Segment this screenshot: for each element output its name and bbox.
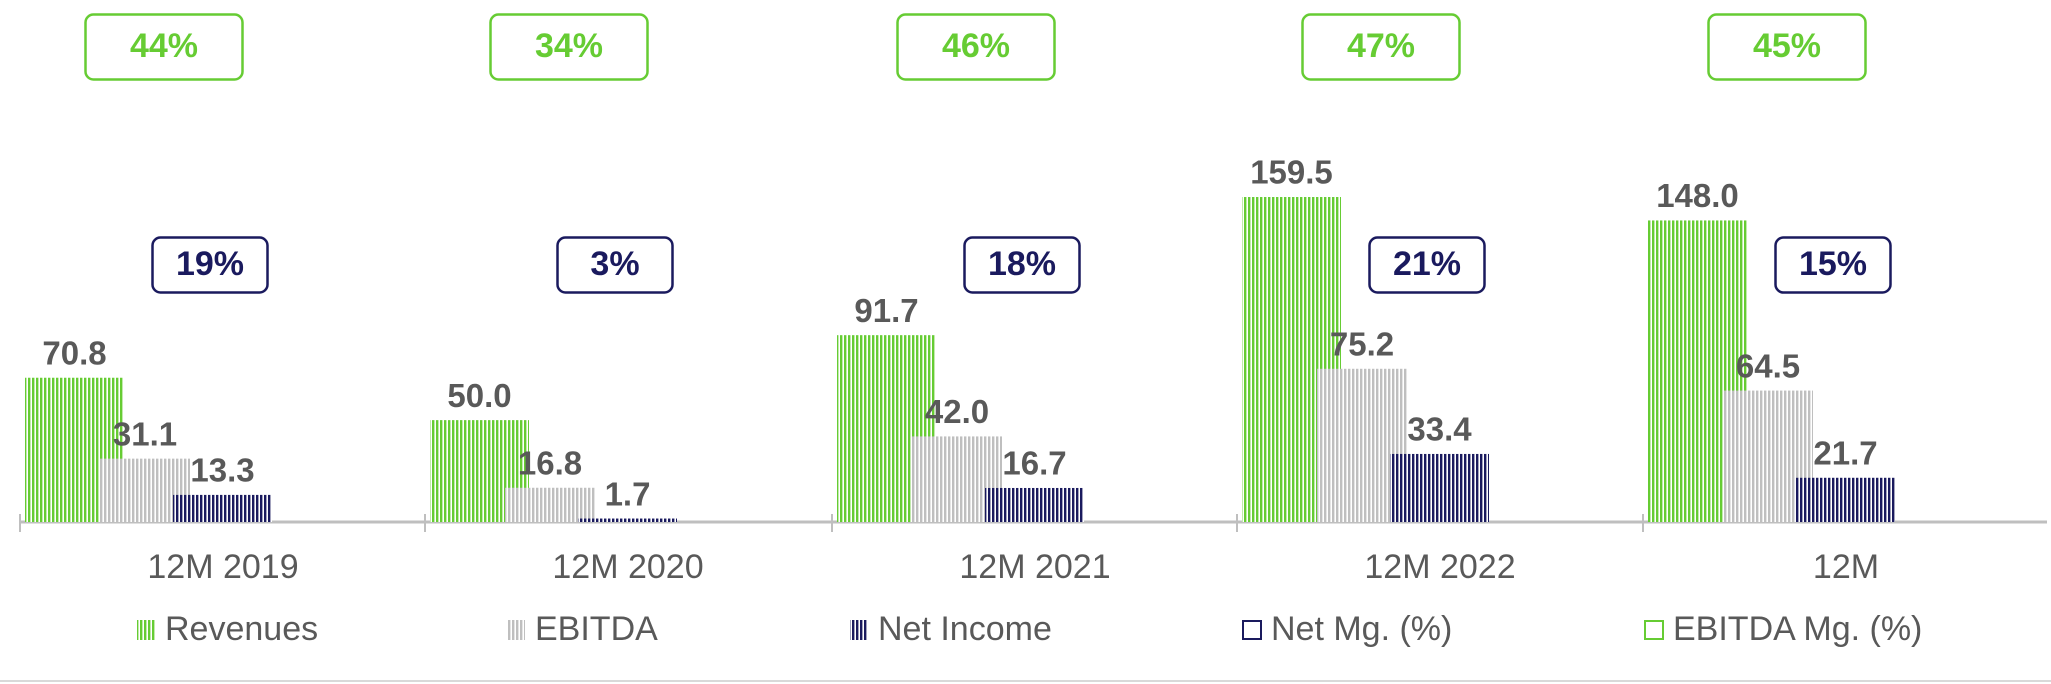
legend-swatch [1242,620,1262,640]
bar-value-label: 31.1 [113,415,177,452]
bar [173,494,272,522]
margin-label: 47% [1347,27,1415,65]
bar-value-label: 159.5 [1250,154,1333,191]
x-tick-label: 12M [1813,548,1879,586]
bar-value-label: 1.7 [605,475,651,512]
bar-value-label: 33.4 [1407,411,1472,448]
bar [505,487,595,522]
margin-label: 19% [176,245,244,283]
x-tick-label: 12M 2021 [959,548,1110,586]
margin-box [1301,13,1461,81]
x-tick-label: 12M 2022 [1364,548,1515,586]
bar-value-label: 70.8 [42,334,106,371]
x-tick-label: 12M 2020 [552,548,703,586]
margin-box [963,236,1081,294]
margin-box [151,236,269,294]
margin-box [1774,236,1892,294]
margin-label: 44% [130,27,198,65]
bar [1796,477,1895,522]
bar [1390,453,1489,522]
legend-swatch [507,620,525,640]
margin-label: 34% [535,27,603,65]
legend-swatch [850,620,868,640]
margin-box [1707,13,1867,81]
bar-value-label: 50.0 [447,377,511,414]
legend-label: EBITDA [535,610,658,648]
margin-box [556,236,674,294]
legend-label: EBITDA Mg. (%) [1673,610,1922,648]
bar-value-label: 16.7 [1002,445,1066,482]
margin-label: 3% [590,245,639,283]
bar-value-label: 42.0 [925,393,989,430]
margin-box [489,13,649,81]
margin-box [84,13,244,81]
bar-value-label: 91.7 [854,292,918,329]
margin-box [896,13,1056,81]
margin-label: 15% [1799,245,1867,283]
margin-label: 46% [942,27,1010,65]
bar-value-label: 148.0 [1656,177,1739,214]
legend-label: Net Mg. (%) [1271,610,1452,648]
bar [985,487,1084,522]
legend-swatch [1644,620,1664,640]
legend-label: Net Income [878,610,1052,648]
legend-label: Revenues [165,610,318,648]
margin-box [1368,236,1486,294]
bar-value-label: 75.2 [1330,325,1394,362]
bar-value-label: 16.8 [518,444,582,481]
margin-label: 45% [1753,27,1821,65]
bar-value-label: 64.5 [1736,347,1800,384]
legend-swatch [137,620,155,640]
bar-value-label: 13.3 [190,452,254,489]
x-tick-label: 12M 2019 [147,548,298,586]
bar [578,518,677,522]
bar-value-label: 21.7 [1813,435,1877,472]
margin-label: 21% [1393,245,1461,283]
margin-label: 18% [988,245,1056,283]
